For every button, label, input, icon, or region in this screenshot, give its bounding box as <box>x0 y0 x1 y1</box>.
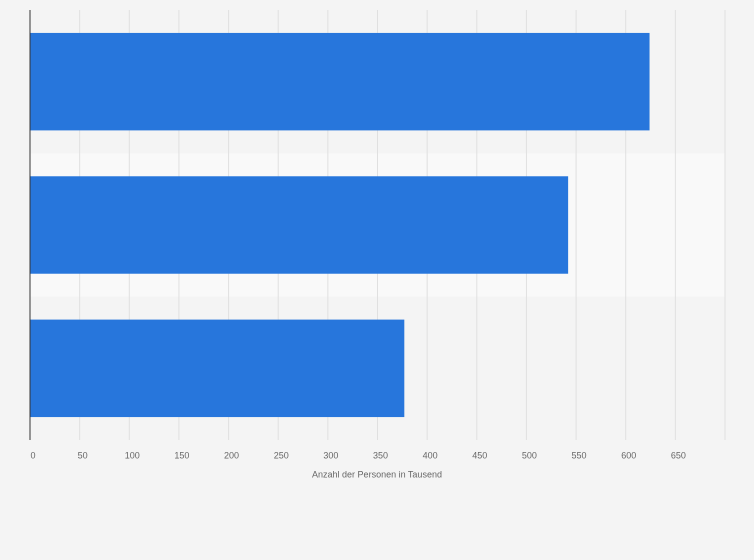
x-tick-label: 50 <box>78 450 88 460</box>
x-tick-label: 150 <box>174 450 189 460</box>
x-tick-label: 100 <box>125 450 140 460</box>
x-tick-label: 200 <box>224 450 239 460</box>
x-tick-label: 350 <box>373 450 388 460</box>
x-axis-title: Anzahl der Personen in Tausend <box>312 469 442 479</box>
x-tick-label: 500 <box>522 450 537 460</box>
bar <box>30 32 650 131</box>
x-tick-label: 450 <box>472 450 487 460</box>
x-tick-label: 650 <box>671 450 686 460</box>
x-tick-label: 550 <box>572 450 587 460</box>
bar <box>30 176 569 274</box>
x-tick-label: 300 <box>323 450 338 460</box>
x-tick-label: 250 <box>274 450 289 460</box>
bar <box>30 319 405 418</box>
x-tick-label: 0 <box>30 450 35 460</box>
x-tick-label: 600 <box>621 450 636 460</box>
x-tick-label: 400 <box>423 450 438 460</box>
